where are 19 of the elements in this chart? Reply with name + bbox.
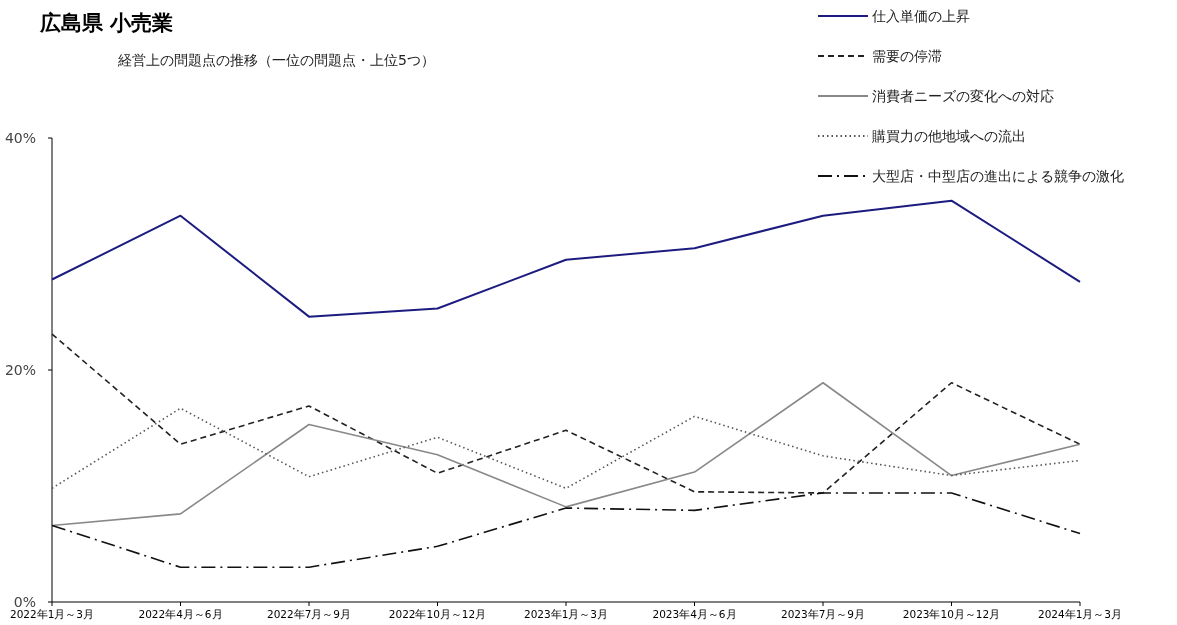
legend-label: 消費者ニーズの変化への対応 xyxy=(872,88,1054,104)
x-tick-label: 2023年7月～9月 xyxy=(780,608,866,620)
x-tick-label: 2022年7月～9月 xyxy=(266,608,352,620)
x-tick-label: 2022年4月～6月 xyxy=(138,608,223,620)
chart-title: 広島県 小売業 xyxy=(39,11,174,35)
legend-label: 大型店・中型店の進出による競争の激化 xyxy=(872,168,1124,184)
x-tick-label: 2023年10月～12月 xyxy=(902,608,1001,620)
y-tick-label: 0% xyxy=(13,594,36,610)
legend-label: 仕入単価の上昇 xyxy=(871,8,970,24)
legend-label: 購買力の他地域への流出 xyxy=(872,128,1026,144)
y-tick-label: 40% xyxy=(4,130,36,146)
x-tick-label: 2022年1月～3月 xyxy=(9,608,95,620)
y-tick-label: 20% xyxy=(4,362,36,378)
chart-subtitle: 経営上の問題点の推移（一位の問題点・上位5つ） xyxy=(117,52,435,68)
x-tick-label: 2024年1月～3月 xyxy=(1037,608,1123,620)
x-tick-label: 2023年1月～3月 xyxy=(523,608,609,620)
legend-label: 需要の停滞 xyxy=(872,48,942,64)
x-tick-label: 2023年4月～6月 xyxy=(652,608,737,620)
x-tick-label: 2022年10月～12月 xyxy=(388,608,487,620)
